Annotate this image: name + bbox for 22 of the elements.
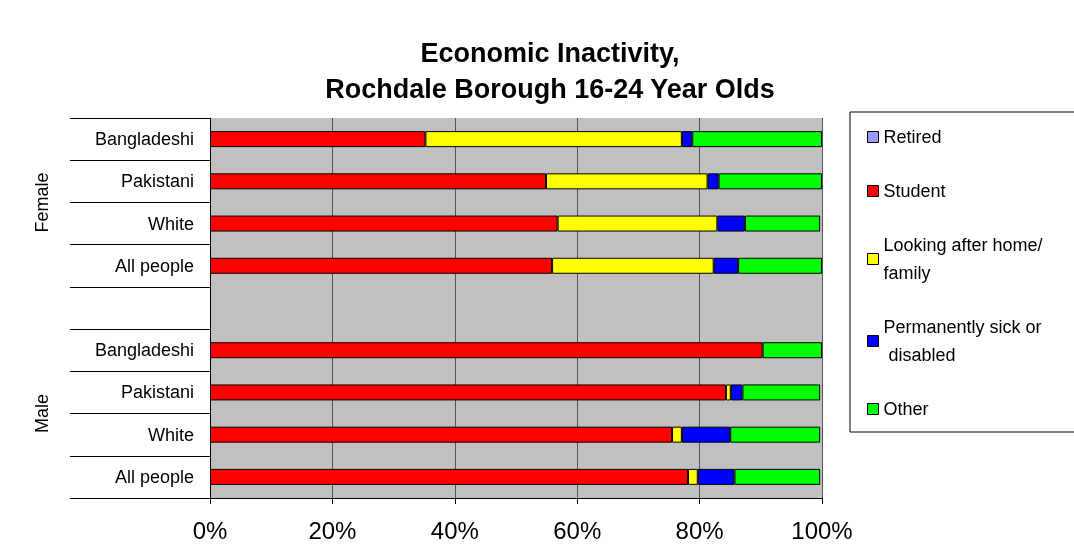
legend-label: Student [883, 181, 946, 201]
y-tick-label: White [147, 424, 194, 445]
legend-label: Retired [883, 127, 942, 147]
legend-label: Other [883, 399, 929, 419]
x-tick-label: 80% [675, 516, 724, 544]
x-tick-label: 60% [553, 516, 602, 544]
y-tick-label: All people [114, 255, 194, 276]
x-tick-label: 100% [791, 516, 853, 544]
legend-label: Looking after home/family [883, 235, 1043, 283]
y-tick-label: White [147, 213, 194, 234]
y-tick-label: Bangladeshi [94, 129, 194, 150]
y-tick-label: Pakistani [120, 171, 194, 192]
y-tick-label: All people [114, 466, 194, 487]
x-tick-label: 20% [308, 516, 357, 544]
chart-title: Economic Inactivity, Rochdale Borough 16-24 Year Olds [325, 38, 775, 104]
y-tick-label: Bangladeshi [94, 340, 194, 361]
x-tick-label: 0% [192, 516, 228, 544]
text: Female [32, 172, 52, 233]
text: Male [32, 394, 52, 434]
x-tick-label: 40% [430, 516, 479, 544]
y-tick-label: Pakistani [120, 382, 194, 403]
legend-label: Permanently sick or disabled [883, 317, 1042, 365]
